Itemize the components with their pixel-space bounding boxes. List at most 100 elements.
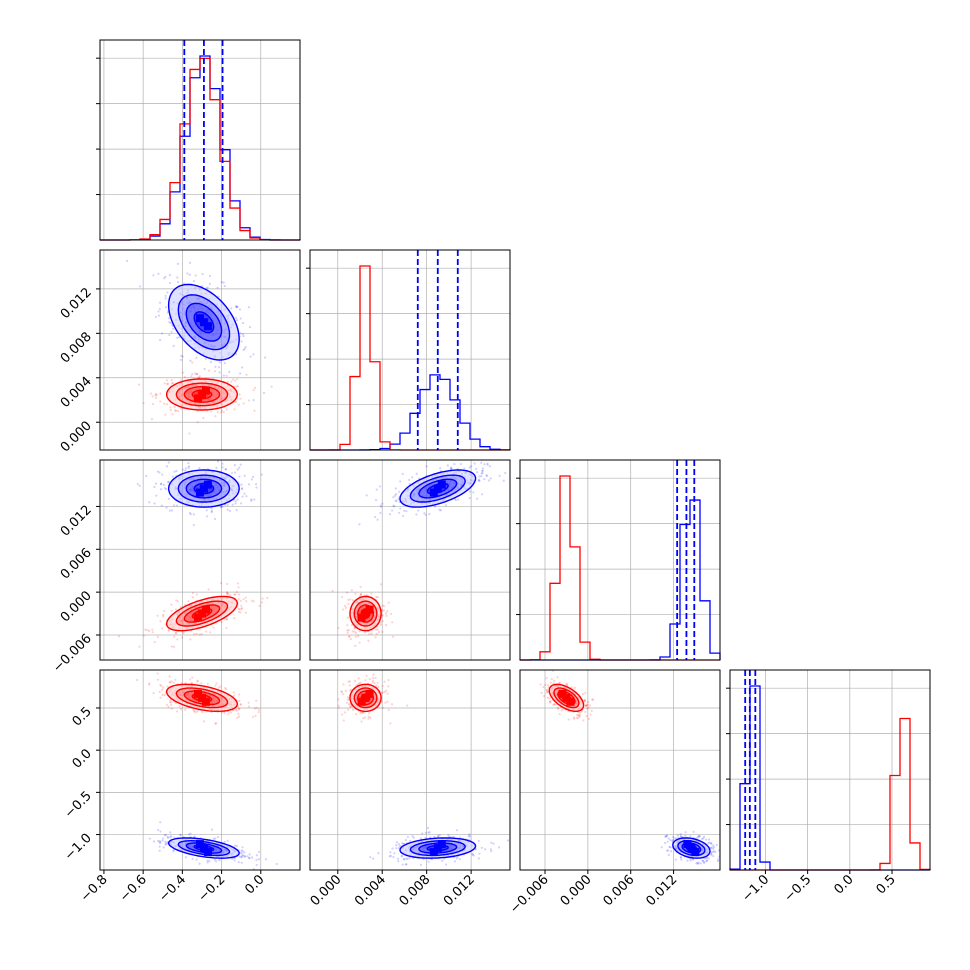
scatter-point — [206, 861, 209, 864]
scatter-point — [546, 696, 549, 699]
scatter-point — [358, 523, 361, 526]
scatter-point — [481, 469, 484, 472]
scatter-point — [255, 858, 258, 862]
scatter-point — [463, 467, 466, 470]
scatter-point — [168, 321, 171, 324]
scatter-point — [404, 863, 407, 866]
scatter-point — [384, 701, 387, 704]
scatter-point — [705, 859, 708, 863]
scatter-point — [252, 353, 255, 356]
scatter-point — [178, 336, 181, 339]
scatter-point — [176, 638, 179, 641]
scatter-point — [184, 856, 188, 859]
scatter-point — [225, 374, 228, 377]
density-core — [365, 689, 374, 698]
scatter-point — [181, 355, 184, 358]
scatter-point — [270, 385, 273, 388]
scatter-point — [556, 676, 559, 679]
scatter-point — [453, 462, 456, 466]
scatter-point — [241, 495, 244, 498]
scatter-point — [154, 396, 157, 399]
scatter-point — [547, 684, 550, 687]
scatter-point — [421, 832, 424, 835]
scatter-point — [236, 498, 239, 501]
scatter-point — [196, 421, 199, 424]
scatter-point — [351, 599, 355, 602]
scatter-point — [401, 472, 404, 475]
x-tick-label: 0.0 — [242, 872, 267, 897]
scatter-point — [399, 507, 402, 510]
scatter-point — [367, 715, 370, 718]
scatter-point — [340, 690, 343, 693]
scatter-point — [404, 838, 408, 842]
scatter-point — [393, 852, 396, 855]
scatter-point — [234, 471, 237, 474]
scatter-point — [170, 330, 173, 333]
scatter-point — [216, 460, 220, 463]
scatter-point — [126, 259, 129, 263]
scatter-point — [208, 274, 212, 278]
scatter-point — [162, 846, 165, 849]
scatter-point — [210, 511, 213, 514]
scatter-point — [162, 613, 165, 616]
scatter-point — [399, 480, 402, 483]
scatter-point — [239, 317, 242, 320]
scatter-point — [454, 498, 457, 502]
scatter-point — [156, 614, 159, 617]
scatter-point — [355, 713, 358, 716]
scatter-point — [344, 711, 347, 714]
scatter-point — [587, 717, 591, 720]
scatter-point — [174, 608, 177, 611]
scatter-point — [216, 410, 219, 414]
scatter-point — [240, 607, 243, 611]
scatter-point — [159, 483, 163, 486]
scatter-point — [174, 678, 177, 681]
scatter-point — [226, 592, 229, 596]
scatter-point — [225, 591, 229, 594]
scatter-point — [565, 683, 568, 686]
scatter-point — [233, 859, 236, 862]
scatter-point — [166, 685, 169, 688]
y-tick-label: 0.5 — [70, 704, 95, 729]
scatter-point — [395, 493, 398, 496]
scatter-point — [667, 837, 670, 840]
scatter-point — [214, 684, 217, 687]
x-tick-label: 0.5 — [874, 872, 899, 897]
scatter-point — [248, 857, 251, 860]
scatter-point — [387, 685, 390, 688]
scatter-point — [154, 394, 157, 397]
scatter-point — [408, 478, 411, 482]
scatter-point — [221, 466, 224, 469]
scatter-point — [390, 612, 393, 616]
scatter-point — [384, 624, 388, 627]
scatter-point — [185, 467, 188, 470]
scatter-point — [148, 501, 151, 504]
scatter-point — [249, 355, 252, 358]
scatter-point — [196, 680, 199, 683]
scatter-point — [382, 609, 385, 612]
x-tick-label: −0.5 — [782, 872, 815, 905]
scatter-point — [549, 700, 552, 703]
scatter-point — [233, 844, 237, 847]
scatter-point — [233, 379, 237, 382]
scatter-point — [226, 380, 229, 384]
scatter-point — [156, 672, 159, 675]
scatter-point — [169, 836, 172, 839]
scatter-point — [208, 282, 211, 285]
scatter-point — [235, 305, 238, 309]
scatter-point — [234, 500, 237, 503]
scatter-point — [372, 673, 375, 676]
scatter-point — [686, 859, 689, 862]
scatter-point — [236, 716, 239, 719]
scatter-point — [376, 595, 379, 599]
scatter-point — [162, 483, 165, 486]
scatter-point — [415, 513, 418, 516]
scatter-point — [223, 840, 226, 844]
scatter-point — [191, 676, 194, 679]
panel-frame — [99, 249, 301, 451]
scatter-point — [171, 413, 174, 416]
scatter-point — [189, 678, 192, 681]
scatter-point — [480, 461, 483, 464]
scatter-point — [395, 841, 399, 844]
scatter-point — [575, 716, 578, 719]
